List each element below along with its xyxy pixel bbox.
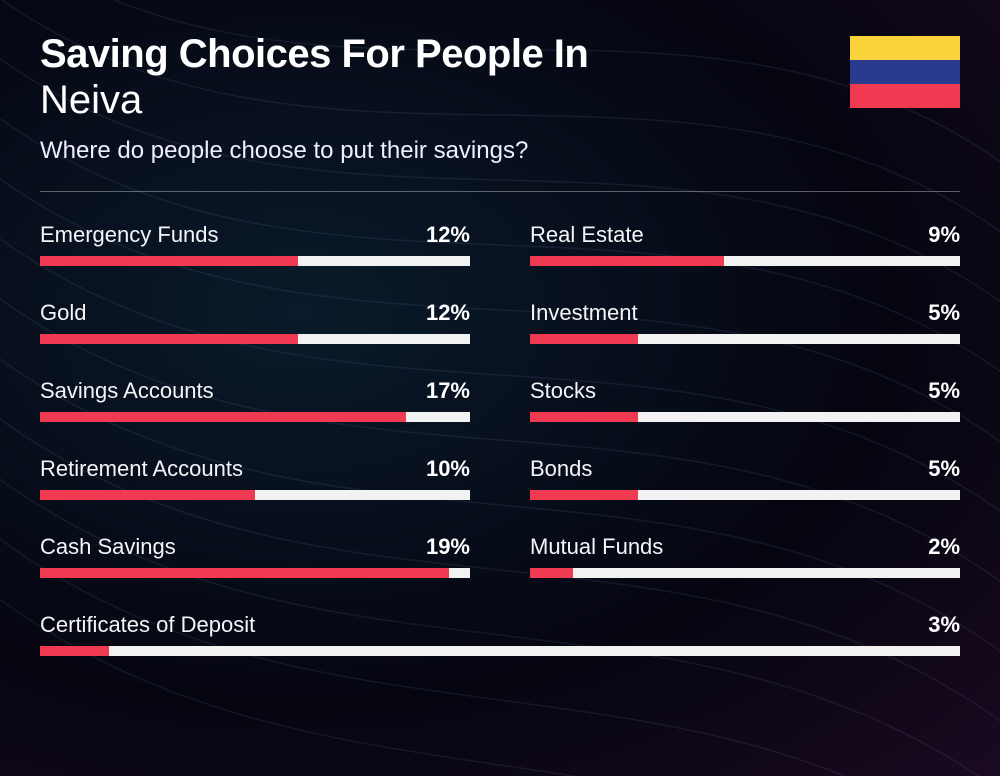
bar-fill xyxy=(530,490,638,500)
bar-label: Savings Accounts xyxy=(40,378,214,404)
bar-item: Real Estate 9% xyxy=(530,222,960,266)
bar-fill xyxy=(40,412,406,422)
bar-track xyxy=(530,490,960,500)
bar-item: Emergency Funds 12% xyxy=(40,222,470,266)
bar-value: 5% xyxy=(928,300,960,326)
bar-label: Emergency Funds xyxy=(40,222,219,248)
bar-item: Stocks 5% xyxy=(530,378,960,422)
bar-value: 5% xyxy=(928,378,960,404)
bar-label: Gold xyxy=(40,300,86,326)
title-main: Saving Choices For People In xyxy=(40,32,850,76)
bar-track xyxy=(40,334,470,344)
bar-value: 5% xyxy=(928,456,960,482)
bar-label: Stocks xyxy=(530,378,596,404)
bar-track xyxy=(530,412,960,422)
bar-item: Certificates of Deposit 3% xyxy=(40,612,960,656)
bar-track xyxy=(530,256,960,266)
bar-label: Real Estate xyxy=(530,222,644,248)
bar-track xyxy=(40,490,470,500)
flag-stripe-1 xyxy=(850,36,960,60)
bar-item: Mutual Funds 2% xyxy=(530,534,960,578)
bar-label: Cash Savings xyxy=(40,534,176,560)
bar-track xyxy=(40,646,960,656)
bar-track xyxy=(40,568,470,578)
flag-icon xyxy=(850,36,960,108)
flag-stripe-2 xyxy=(850,60,960,84)
title-city: Neiva xyxy=(40,78,850,123)
flag-stripe-3 xyxy=(850,84,960,108)
bar-label: Mutual Funds xyxy=(530,534,663,560)
bar-track xyxy=(530,568,960,578)
bar-fill xyxy=(40,646,109,656)
bar-item: Gold 12% xyxy=(40,300,470,344)
bar-fill xyxy=(40,334,298,344)
bar-fill xyxy=(530,334,638,344)
bar-item: Investment 5% xyxy=(530,300,960,344)
subtitle: Where do people choose to put their savi… xyxy=(40,137,850,165)
bar-label: Investment xyxy=(530,300,638,326)
bar-fill xyxy=(40,256,298,266)
bar-label: Bonds xyxy=(530,456,592,482)
bar-track xyxy=(40,256,470,266)
bar-track xyxy=(530,334,960,344)
bar-item: Savings Accounts 17% xyxy=(40,378,470,422)
bar-value: 3% xyxy=(928,612,960,638)
bar-fill xyxy=(530,256,724,266)
bar-item: Cash Savings 19% xyxy=(40,534,470,578)
bar-value: 12% xyxy=(426,222,470,248)
bar-fill xyxy=(40,490,255,500)
bar-value: 19% xyxy=(426,534,470,560)
divider xyxy=(40,191,960,192)
bars-grid: Emergency Funds 12% Real Estate 9% Gold 12% In… xyxy=(40,222,960,656)
bar-label: Certificates of Deposit xyxy=(40,612,255,638)
bar-item: Bonds 5% xyxy=(530,456,960,500)
bar-value: 2% xyxy=(928,534,960,560)
bar-value: 10% xyxy=(426,456,470,482)
bar-fill xyxy=(530,412,638,422)
bar-label: Retirement Accounts xyxy=(40,456,243,482)
bar-track xyxy=(40,412,470,422)
bar-value: 17% xyxy=(426,378,470,404)
bar-fill xyxy=(530,568,573,578)
bar-item: Retirement Accounts 10% xyxy=(40,456,470,500)
bar-value: 9% xyxy=(928,222,960,248)
bar-value: 12% xyxy=(426,300,470,326)
title-block: Saving Choices For People In Neiva Where… xyxy=(40,32,850,165)
bar-fill xyxy=(40,568,449,578)
